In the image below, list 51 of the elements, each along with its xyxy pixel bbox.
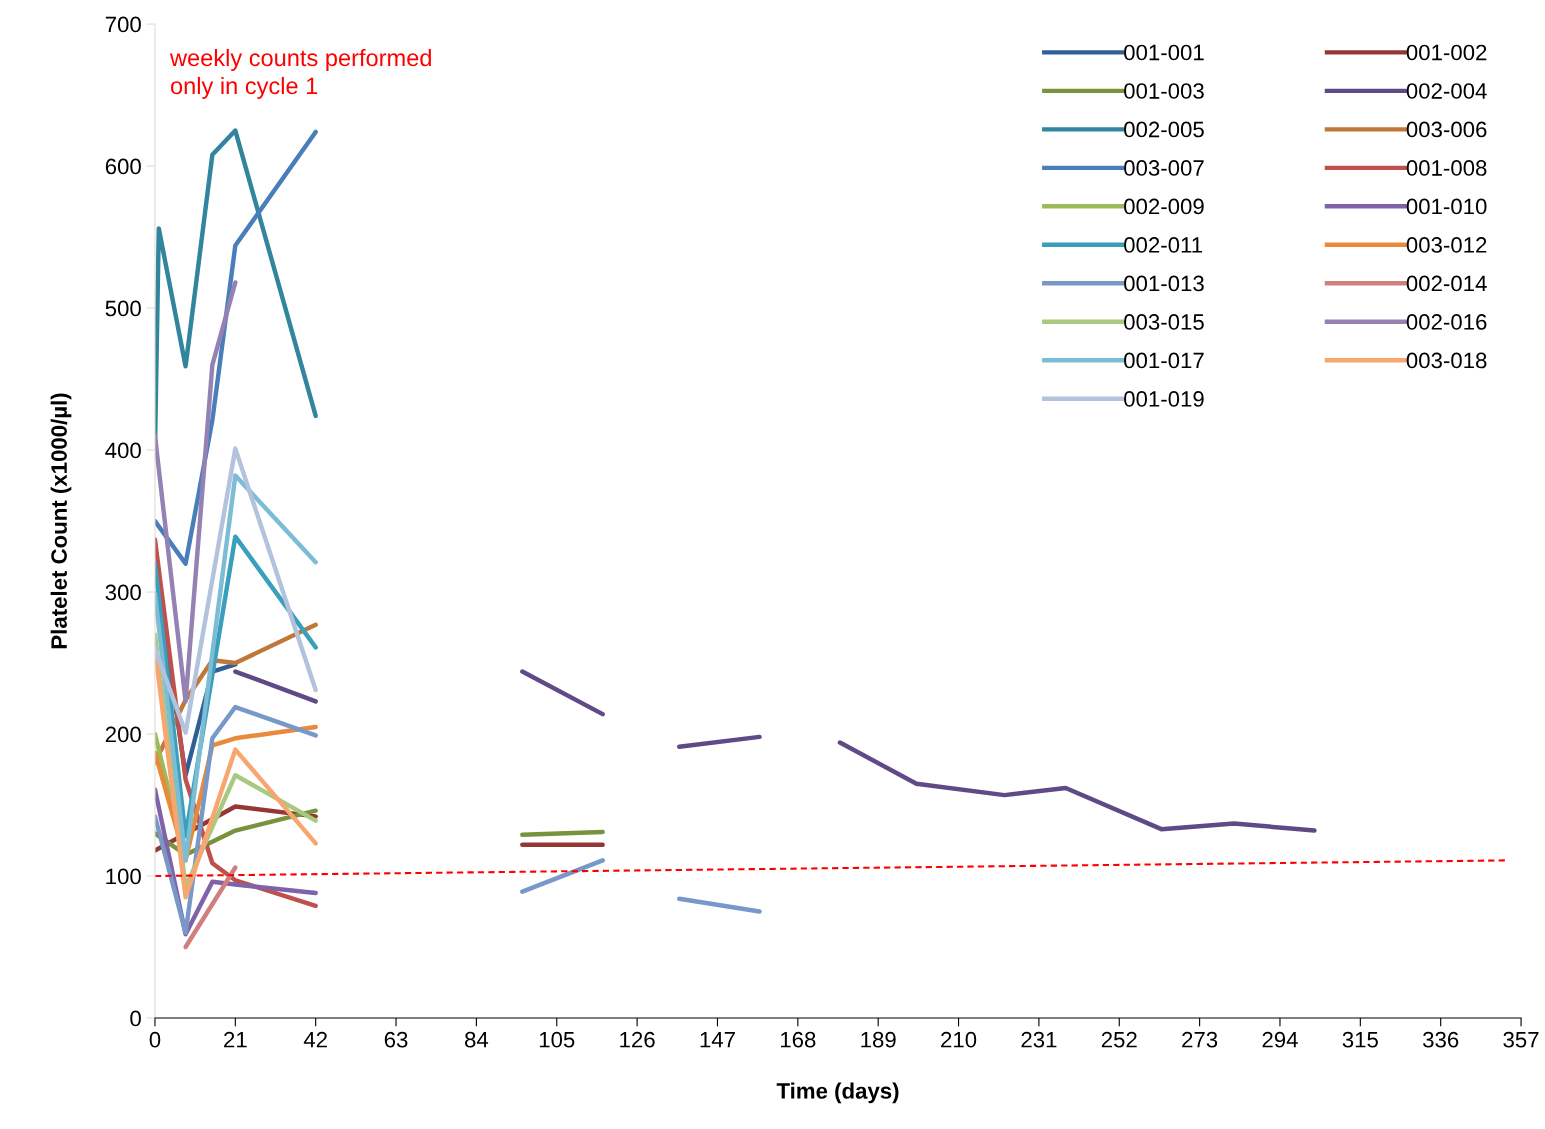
line-series (154, 280, 238, 704)
legend-label: 001-019 (1124, 391, 1204, 407)
legend-label: 003-012 (1406, 237, 1487, 253)
y-tick-label: 200 (105, 726, 141, 743)
legend-label: 001-008 (1406, 160, 1487, 176)
y-tick-label: 500 (105, 300, 141, 317)
x-tick-label: 252 (1101, 1031, 1137, 1048)
y-axis-title: Platelet Count (x1000/µl) (50, 393, 72, 649)
legend-label: 001-010 (1406, 198, 1487, 215)
legend-label: 001-017 (1124, 352, 1204, 369)
x-tick-label: 84 (465, 1031, 489, 1048)
x-tick-label: 0 (149, 1031, 161, 1048)
x-tick-label: 357 (1503, 1031, 1539, 1048)
x-tick-label: 126 (620, 1031, 655, 1048)
line-series (154, 446, 318, 735)
y-tick-label: 600 (105, 158, 141, 175)
x-tick-label: 273 (1182, 1031, 1218, 1048)
legend-label: 001-013 (1124, 275, 1204, 292)
x-tick-label: 168 (780, 1031, 816, 1048)
x-tick-label: 105 (539, 1031, 575, 1048)
legend-label: 002-011 (1124, 237, 1203, 253)
x-tick-label: 189 (861, 1031, 896, 1048)
legend-label: 001-001 (1124, 44, 1204, 61)
legend-label: 002-009 (1124, 198, 1204, 215)
annotation: weekly counts performed only in cycle 1 (169, 48, 431, 99)
legend-label: 003-018 (1406, 352, 1487, 369)
x-axis-title: Time (days) (776, 1082, 899, 1104)
legend-label: 001-002 (1406, 44, 1487, 61)
x-tick-label: 42 (303, 1031, 327, 1048)
line-series (154, 473, 318, 863)
x-tick-label: 336 (1423, 1031, 1459, 1048)
legend-label: 003-015 (1124, 314, 1204, 330)
legend-label: 002-004 (1406, 83, 1487, 99)
y-tick-label: 0 (130, 1010, 141, 1027)
x-tick-label: 63 (384, 1031, 408, 1048)
legend-label: 002-005 (1124, 121, 1204, 138)
x-tick-label: 315 (1342, 1031, 1378, 1048)
legend-label: 001-003 (1124, 83, 1204, 99)
y-tick-label: 700 (105, 16, 141, 33)
y-tick-label: 400 (105, 442, 141, 459)
y-tick-label: 100 (106, 868, 141, 885)
legend-label: 003-007 (1124, 160, 1204, 176)
legend-label: 002-016 (1406, 314, 1487, 330)
x-tick-label: 210 (941, 1031, 977, 1048)
x-tick-label: 147 (700, 1032, 735, 1048)
x-tick-label: 294 (1262, 1031, 1298, 1048)
legend-label: 003-006 (1406, 121, 1487, 138)
x-tick-label: 231 (1021, 1031, 1057, 1048)
x-tick-label: 21 (224, 1031, 247, 1048)
legend-label: 002-014 (1406, 275, 1487, 292)
y-tick-label: 300 (105, 584, 141, 601)
